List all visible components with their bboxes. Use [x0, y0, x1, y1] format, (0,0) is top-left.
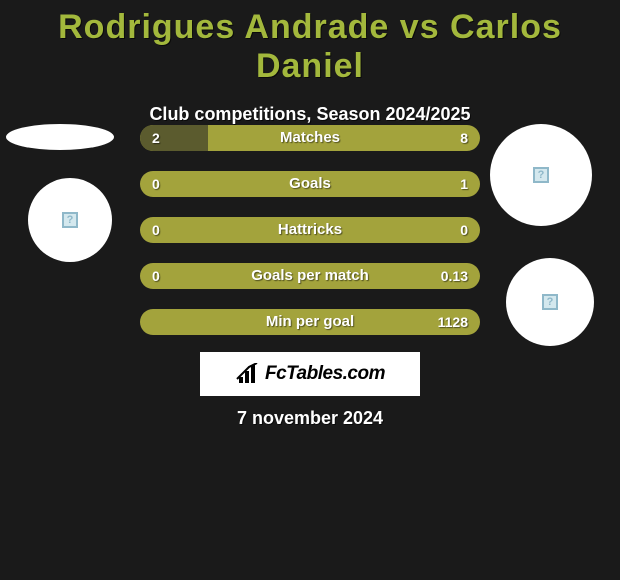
stat-label: Goals [140, 171, 480, 197]
avatar-right-player-2: ? [506, 258, 594, 346]
stat-value-right: 0 [460, 217, 468, 243]
avatar-right-player-1: ? [490, 124, 592, 226]
placeholder-icon: ? [542, 294, 558, 310]
stat-label: Goals per match [140, 263, 480, 289]
placeholder-icon: ? [533, 167, 549, 183]
subtitle: Club competitions, Season 2024/2025 [0, 104, 620, 125]
logo-badge: FcTables.com [200, 352, 420, 396]
stat-value-right: 1 [460, 171, 468, 197]
stat-label: Matches [140, 125, 480, 151]
stat-value-right: 8 [460, 125, 468, 151]
avatar-left-shoulder [6, 124, 114, 150]
avatar-left-player: ? [28, 178, 112, 262]
page-title: Rodrigues Andrade vs Carlos Daniel [0, 0, 620, 86]
stat-row: 0Goals1 [140, 171, 480, 197]
stat-row: 0Hattricks0 [140, 217, 480, 243]
comparison-chart: 2Matches80Goals10Hattricks00Goals per ma… [140, 125, 480, 355]
chart-icon [235, 363, 261, 385]
stat-row: Min per goal1128 [140, 309, 480, 335]
stat-value-right: 1128 [438, 309, 468, 335]
placeholder-icon: ? [62, 212, 78, 228]
stat-row: 2Matches8 [140, 125, 480, 151]
stat-label: Min per goal [140, 309, 480, 335]
stat-row: 0Goals per match0.13 [140, 263, 480, 289]
date-text: 7 november 2024 [0, 408, 620, 429]
logo-text: FcTables.com [265, 363, 385, 385]
stat-value-right: 0.13 [441, 263, 468, 289]
stat-label: Hattricks [140, 217, 480, 243]
